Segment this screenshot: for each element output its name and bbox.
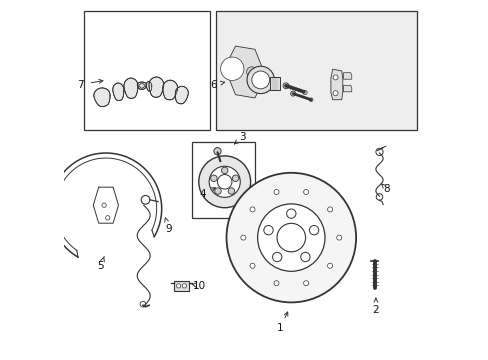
Circle shape	[303, 189, 308, 194]
Polygon shape	[343, 73, 351, 79]
Circle shape	[332, 91, 337, 96]
Polygon shape	[113, 83, 123, 100]
Circle shape	[105, 216, 110, 220]
Circle shape	[290, 91, 295, 96]
Polygon shape	[124, 78, 138, 98]
Circle shape	[220, 57, 244, 80]
Polygon shape	[94, 88, 110, 107]
Text: 7: 7	[77, 80, 84, 90]
Text: 4: 4	[200, 189, 206, 199]
Polygon shape	[138, 83, 145, 89]
Circle shape	[303, 281, 308, 286]
Text: 6: 6	[210, 80, 217, 90]
Bar	[215, 11, 416, 130]
Bar	[269, 77, 280, 90]
Polygon shape	[149, 77, 163, 97]
Circle shape	[302, 90, 306, 95]
Polygon shape	[146, 82, 151, 91]
Circle shape	[272, 252, 281, 262]
Bar	[84, 11, 210, 130]
Circle shape	[375, 194, 382, 200]
Circle shape	[249, 263, 255, 268]
Circle shape	[228, 188, 234, 194]
Circle shape	[286, 209, 295, 218]
Circle shape	[102, 203, 106, 207]
Circle shape	[210, 175, 217, 181]
Circle shape	[213, 148, 221, 155]
Circle shape	[240, 235, 245, 240]
Text: 10: 10	[193, 281, 205, 291]
Circle shape	[226, 173, 355, 302]
Circle shape	[273, 189, 279, 194]
Circle shape	[300, 252, 309, 262]
Circle shape	[232, 175, 238, 181]
Circle shape	[141, 195, 149, 204]
Circle shape	[283, 83, 288, 89]
Text: 5: 5	[97, 261, 103, 271]
Circle shape	[327, 207, 332, 212]
Circle shape	[182, 284, 186, 288]
Circle shape	[214, 188, 221, 194]
Circle shape	[251, 71, 269, 89]
Text: 9: 9	[165, 224, 172, 234]
Text: 1: 1	[277, 323, 283, 333]
Circle shape	[327, 263, 332, 268]
Circle shape	[257, 204, 325, 271]
Circle shape	[221, 167, 227, 174]
Circle shape	[246, 67, 256, 77]
Circle shape	[309, 225, 318, 235]
Circle shape	[277, 223, 305, 252]
Polygon shape	[343, 85, 351, 92]
Circle shape	[209, 166, 240, 197]
Circle shape	[199, 156, 250, 208]
Polygon shape	[330, 69, 342, 100]
Circle shape	[249, 207, 255, 212]
Text: 3: 3	[239, 132, 245, 142]
Text: 2: 2	[372, 305, 378, 315]
Circle shape	[332, 75, 337, 80]
Circle shape	[264, 225, 273, 235]
Polygon shape	[228, 46, 261, 98]
Polygon shape	[137, 82, 146, 89]
Polygon shape	[175, 86, 188, 104]
Text: 8: 8	[383, 184, 389, 194]
Circle shape	[375, 148, 382, 156]
Polygon shape	[163, 80, 177, 100]
Circle shape	[273, 281, 279, 286]
Circle shape	[217, 175, 231, 189]
Circle shape	[309, 98, 312, 102]
Bar	[174, 281, 188, 291]
Circle shape	[176, 284, 181, 288]
Bar	[192, 142, 255, 218]
Circle shape	[336, 235, 341, 240]
Circle shape	[246, 66, 274, 94]
Circle shape	[140, 301, 145, 307]
